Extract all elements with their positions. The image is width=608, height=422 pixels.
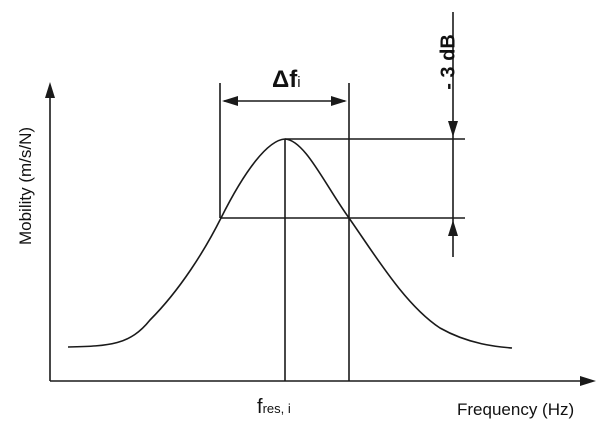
db-bottom-arrowhead [448,220,458,236]
x-axis-label: Frequency (Hz) [457,400,575,419]
bandwidth-main: Δf [272,66,298,93]
center-frequency-label: fres, i [257,396,291,419]
bandwidth-subscript: i [297,74,301,91]
bandwidth-left-arrowhead [222,96,238,106]
center-frequency-subscript: res, i [262,401,291,416]
minus-3db-label: - 3 dB [437,34,460,90]
db-top-arrowhead [448,121,458,137]
center-frequency-main: f [257,396,263,418]
bandwidth-label: Δfi [272,66,301,94]
x-axis-arrowhead [580,376,596,386]
y-axis-arrowhead [45,82,55,98]
resonance-curve [67,138,513,349]
y-axis-label: Mobility (m/s/N) [16,126,35,246]
bandwidth-right-arrowhead [331,96,347,106]
